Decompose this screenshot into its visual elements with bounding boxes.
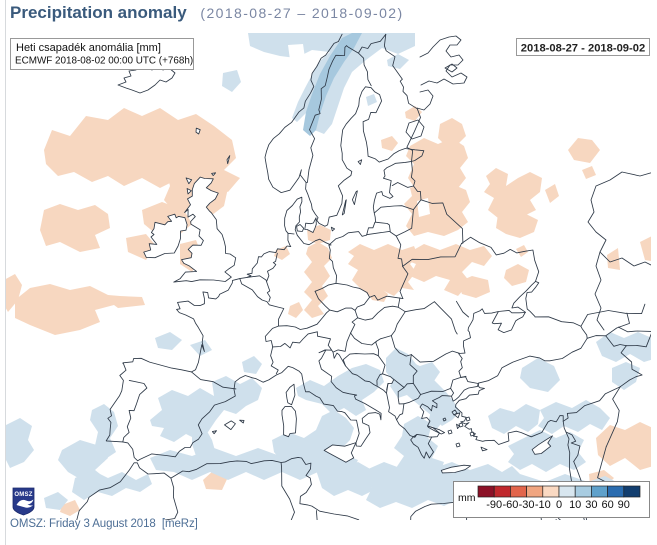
svg-text:-90: -90 <box>486 499 502 511</box>
svg-text:-60: -60 <box>502 499 518 511</box>
svg-text:ECMWF 2018-08-02 00:00 UTC (+7: ECMWF 2018-08-02 00:00 UTC (+768h) <box>15 56 193 67</box>
svg-text:Heti csapadék anomália [mm]: Heti csapadék anomália [mm] <box>16 42 161 54</box>
svg-text:mm: mm <box>458 492 476 504</box>
svg-text:2018-08-27 - 2018-09-02: 2018-08-27 - 2018-09-02 <box>521 43 645 55</box>
svg-text:30: 30 <box>585 499 597 511</box>
svg-text:-10: -10 <box>535 499 551 511</box>
svg-text:10: 10 <box>569 499 581 511</box>
svg-text:-30: -30 <box>519 499 535 511</box>
svg-text:90: 90 <box>618 499 630 511</box>
svg-text:0: 0 <box>556 499 562 511</box>
svg-text:60: 60 <box>601 499 613 511</box>
svg-text:OMSZ: OMSZ <box>14 492 32 498</box>
